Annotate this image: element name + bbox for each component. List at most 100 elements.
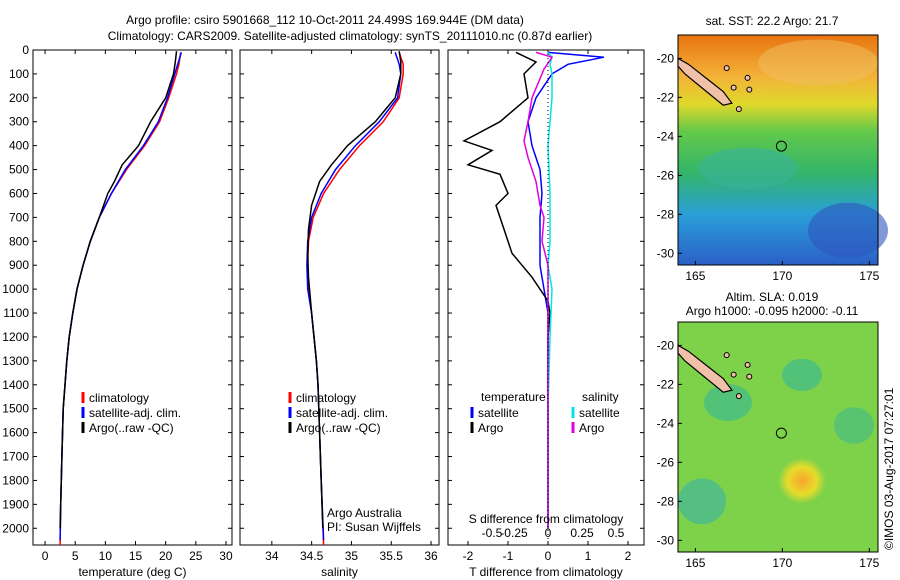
y-tick-label: -26 — [657, 168, 675, 182]
y-tick-label: -20 — [657, 51, 675, 65]
y-tick-label: 2000 — [2, 521, 29, 535]
sla-patch — [678, 478, 726, 525]
x-tick-label: 34.5 — [300, 549, 324, 563]
series-line-argo-raw-qc- — [59, 51, 178, 529]
map-frame — [677, 321, 879, 553]
sst-patch — [758, 39, 878, 86]
series-line-climatology — [306, 52, 404, 546]
y-tick-label: 1400 — [2, 378, 29, 392]
legend-header: salinity — [582, 390, 619, 404]
s-axis-label: S difference from climatology — [469, 512, 624, 526]
y-tick-label: 800 — [9, 234, 29, 248]
x-tick-label: 15 — [129, 549, 143, 563]
x-tick-label: 0 — [42, 549, 49, 563]
x-tick-label: 175 — [859, 556, 879, 570]
y-tick-label: 400 — [9, 139, 29, 153]
y-tick-label: -24 — [657, 129, 675, 143]
x-tick-label: 170 — [772, 556, 792, 570]
series-line-t-argo — [462, 51, 551, 529]
argo-float-marker — [775, 427, 787, 439]
legend-label: satellite — [478, 406, 519, 420]
chart-title-line1: Argo profile: csiro 5901668_112 10-Oct-2… — [126, 13, 524, 27]
map-title-sla-2: Argo h1000: -0.095 h2000: -0.11 — [686, 304, 859, 318]
x-tick-label: 170 — [772, 269, 792, 283]
island — [735, 106, 742, 113]
y-tick-label: -22 — [657, 377, 675, 391]
legend-label: satellite — [579, 406, 620, 420]
legend-header: temperature — [481, 390, 546, 404]
series-line-s-argo — [523, 51, 554, 529]
new-caledonia-land — [677, 344, 733, 393]
profile-panel-difference: -2 -1 0 1 2T difference from climatology -0.5… — [447, 49, 645, 579]
s-tick-label: 0 — [545, 526, 552, 540]
map-panel-sla-map: 165 170 175 -20 -22 -24 -26 -28 -30 — [657, 321, 880, 570]
series-line-t-satellite — [527, 51, 605, 529]
island — [723, 352, 730, 359]
x-tick-label: 165 — [685, 269, 705, 283]
annotation-line: PI: Susan Wijffels — [327, 520, 421, 534]
x-axis-label: T difference from climatology — [469, 565, 623, 579]
series-line-climatology — [59, 52, 182, 546]
y-tick-label: 1600 — [2, 426, 29, 440]
map-title-sla-1: Altim. SLA: 0.019 — [726, 290, 819, 304]
x-tick-label: 20 — [159, 549, 173, 563]
s-tick-label: 0.25 — [570, 526, 594, 540]
y-tick-label: -24 — [657, 416, 675, 430]
y-tick-label: 500 — [9, 163, 29, 177]
y-tick-label: 1200 — [2, 330, 29, 344]
series-line-satellite-adj-clim- — [59, 52, 183, 541]
y-tick-label: 0 — [22, 43, 29, 57]
x-axis-label: temperature (deg C) — [78, 565, 186, 579]
plot-frame — [239, 49, 440, 546]
x-tick-label: 35 — [345, 549, 359, 563]
x-tick-label: 25 — [189, 549, 203, 563]
legend-label: climatology — [89, 391, 149, 405]
chart-title-line2: Climatology: CARS2009. Satellite-adjuste… — [107, 29, 593, 43]
profile-panel-salinity: 34 34.5 35 35.5 36 salinity climatologysatelli… — [239, 49, 440, 579]
new-caledonia-land — [677, 57, 733, 106]
s-tick-label: -0.5 — [482, 526, 503, 540]
legend-label: Argo — [478, 421, 504, 435]
legend-label: satellite-adj. clim. — [89, 406, 181, 420]
s-tick-label: 0.5 — [608, 526, 625, 540]
y-tick-label: -28 — [657, 207, 675, 221]
y-tick-label: 1100 — [3, 306, 29, 320]
x-tick-label: 36 — [424, 549, 438, 563]
x-axis-label: salinity — [321, 565, 358, 579]
island — [735, 393, 742, 400]
legend-label: climatology — [296, 391, 356, 405]
island — [723, 65, 730, 72]
map-title-sst: sat. SST: 22.2 Argo: 21.7 — [706, 14, 839, 28]
y-tick-label: 200 — [9, 91, 29, 105]
plot-frame — [32, 49, 233, 546]
x-tick-label: 34 — [265, 549, 279, 563]
sst-patch — [808, 202, 888, 259]
x-tick-label: 35.5 — [380, 549, 404, 563]
x-tick-label: 0 — [545, 549, 552, 563]
s-tick-label: -0.25 — [500, 526, 528, 540]
profile-panel-temperature: 0100200300400500600700800900100011001200… — [2, 43, 233, 579]
island — [746, 86, 753, 93]
plot-frame — [447, 49, 645, 546]
x-tick-label: 5 — [72, 549, 79, 563]
y-tick-label: -22 — [657, 90, 675, 104]
x-tick-label: -2 — [463, 549, 474, 563]
island — [730, 84, 737, 91]
y-tick-label: 1800 — [2, 473, 29, 487]
x-tick-label: 175 — [859, 269, 879, 283]
y-tick-label: 1900 — [2, 497, 29, 511]
island — [730, 371, 737, 378]
island — [744, 361, 751, 368]
y-tick-label: 1700 — [2, 450, 29, 464]
y-tick-label: -26 — [657, 455, 675, 469]
y-tick-label: -28 — [657, 494, 675, 508]
sla-patch — [782, 358, 822, 391]
y-tick-label: 600 — [9, 186, 29, 200]
series-line-s-satellite — [547, 51, 553, 529]
x-tick-label: 165 — [685, 556, 705, 570]
island — [746, 373, 753, 380]
map-frame — [677, 34, 879, 266]
y-tick-label: -30 — [657, 246, 675, 260]
series-line-argo-raw-qc- — [306, 51, 402, 529]
